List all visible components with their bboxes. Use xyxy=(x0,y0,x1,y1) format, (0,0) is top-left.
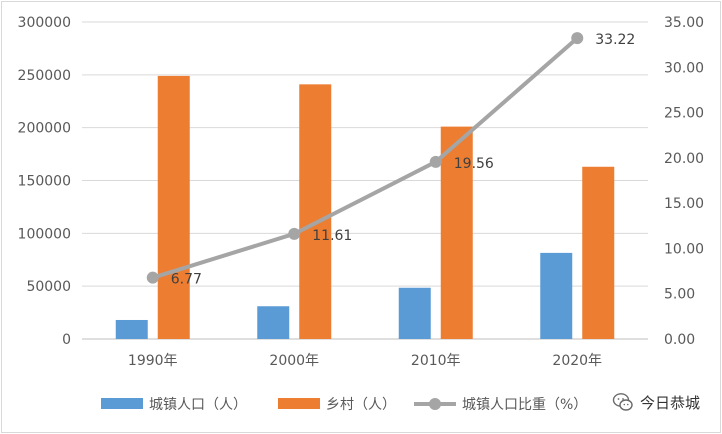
line-point xyxy=(288,227,301,240)
legend-label: 城镇人口比重（%） xyxy=(462,397,587,413)
y-right-tick-label: 25.00 xyxy=(664,106,704,122)
bar-urban xyxy=(257,306,290,339)
legend-label: 乡村（人） xyxy=(326,397,396,413)
bar-rural xyxy=(157,75,190,339)
y-left-tick-label: 0 xyxy=(62,332,71,348)
line-point xyxy=(571,32,584,45)
wechat-icon xyxy=(612,393,633,411)
urban-ratio-line xyxy=(152,36,579,280)
x-tick-label: 2010年 xyxy=(411,353,461,369)
line-point xyxy=(429,155,442,168)
y-right-tick-label: 35.00 xyxy=(664,15,704,31)
y-left-tick-label: 50000 xyxy=(26,279,71,295)
bar-urban xyxy=(115,319,148,339)
y-right-tick-label: 15.00 xyxy=(664,196,704,212)
legend-marker xyxy=(429,398,441,410)
x-tick-label: 1990年 xyxy=(128,353,178,369)
bar-rural xyxy=(582,166,615,339)
watermark: 今日恭城 xyxy=(612,390,700,414)
y-left-tick-label: 300000 xyxy=(18,15,71,31)
x-tick-label: 2020年 xyxy=(552,353,602,369)
y-left-tick-label: 150000 xyxy=(18,174,71,190)
bar-rural xyxy=(299,84,332,340)
data-label: 11.61 xyxy=(312,228,352,244)
y-left-tick-label: 200000 xyxy=(18,121,71,137)
legend-swatch xyxy=(101,398,143,409)
bar-urban xyxy=(398,287,431,339)
x-tick-label: 2000年 xyxy=(269,353,319,369)
legend-label: 城镇人口（人） xyxy=(149,397,247,413)
y-left-tick-label: 250000 xyxy=(18,68,71,84)
y-right-tick-label: 10.00 xyxy=(664,241,704,257)
bar-urban xyxy=(540,252,573,339)
watermark-text: 今日恭城 xyxy=(639,393,700,412)
data-label: 33.22 xyxy=(595,32,635,48)
y-right-tick-label: 0.00 xyxy=(664,332,695,348)
y-right-tick-label: 5.00 xyxy=(664,287,695,303)
bar-rural xyxy=(440,126,473,339)
data-label: 19.56 xyxy=(454,156,494,172)
data-label: 6.77 xyxy=(171,272,202,288)
y-left-tick-label: 100000 xyxy=(18,226,71,242)
y-right-tick-label: 30.00 xyxy=(664,60,704,76)
line-point xyxy=(146,271,159,284)
legend-swatch xyxy=(278,398,320,409)
y-right-tick-label: 20.00 xyxy=(664,151,704,167)
